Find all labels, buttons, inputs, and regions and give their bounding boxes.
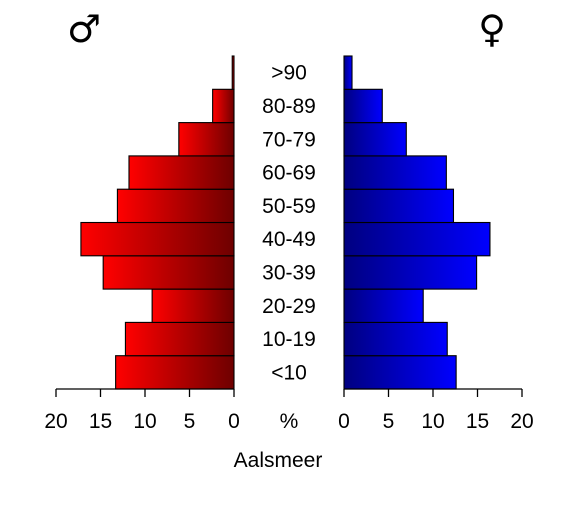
- female-bar-20-29: [343, 288, 424, 323]
- male-symbol-icon: ♂: [67, 7, 101, 51]
- female-bars: [343, 55, 491, 390]
- male-bar-10-19: [124, 321, 235, 357]
- tick-label: 5: [184, 410, 196, 433]
- age-label-<10: <10: [271, 361, 307, 384]
- female-bar-50-59: [343, 188, 455, 224]
- female-bar-10-19: [343, 321, 448, 357]
- male-bar-30-39: [102, 255, 235, 290]
- chart-title: Aalsmeer: [234, 449, 323, 472]
- age-label-30-39: 30-39: [262, 261, 316, 284]
- male-bar-80-89: [212, 88, 235, 124]
- female-bar-30-39: [343, 255, 478, 290]
- female-symbol-icon: ♀: [478, 7, 506, 51]
- male-bar-40-49: [80, 221, 235, 257]
- tick-label: 20: [44, 410, 67, 433]
- female-bar-60-69: [343, 155, 447, 190]
- tick-label: 5: [383, 410, 395, 433]
- age-label->90: >90: [271, 62, 307, 85]
- unit-label: %: [280, 410, 299, 433]
- male-x-axis: 0 5 10 15 20: [44, 388, 240, 433]
- tick-label: 10: [133, 410, 156, 433]
- age-label-10-19: 10-19: [262, 328, 316, 351]
- tick-label: 0: [338, 410, 350, 433]
- tick-label: 10: [421, 410, 444, 433]
- age-label-70-79: 70-79: [262, 128, 316, 151]
- female-x-axis: 0 5 10 15 20: [338, 388, 534, 433]
- male-bar->90: [231, 55, 235, 90]
- tick-label: 15: [89, 410, 112, 433]
- age-label-40-49: 40-49: [262, 228, 316, 251]
- age-label-20-29: 20-29: [262, 295, 316, 318]
- male-bar-20-29: [151, 288, 235, 323]
- age-label-80-89: 80-89: [262, 95, 316, 118]
- age-label-50-59: 50-59: [262, 195, 316, 218]
- tick-label: 20: [510, 410, 533, 433]
- female-bar-<10: [343, 355, 457, 390]
- male-bar-70-79: [178, 122, 235, 157]
- male-bars: [80, 55, 235, 390]
- age-group-labels: <10 10-19 20-29 30-39 40-49 50-59 60-69 70-79 80…: [262, 62, 316, 385]
- male-bar-<10: [115, 355, 235, 390]
- female-bar-80-89: [343, 88, 383, 124]
- female-bar-40-49: [343, 221, 491, 257]
- tick-label: 15: [466, 410, 489, 433]
- tick-label: 0: [228, 410, 240, 433]
- female-bar->90: [343, 55, 353, 90]
- female-bar-70-79: [343, 122, 407, 157]
- male-bar-60-69: [128, 155, 235, 190]
- male-bar-50-59: [116, 188, 235, 224]
- age-label-60-69: 60-69: [262, 162, 316, 185]
